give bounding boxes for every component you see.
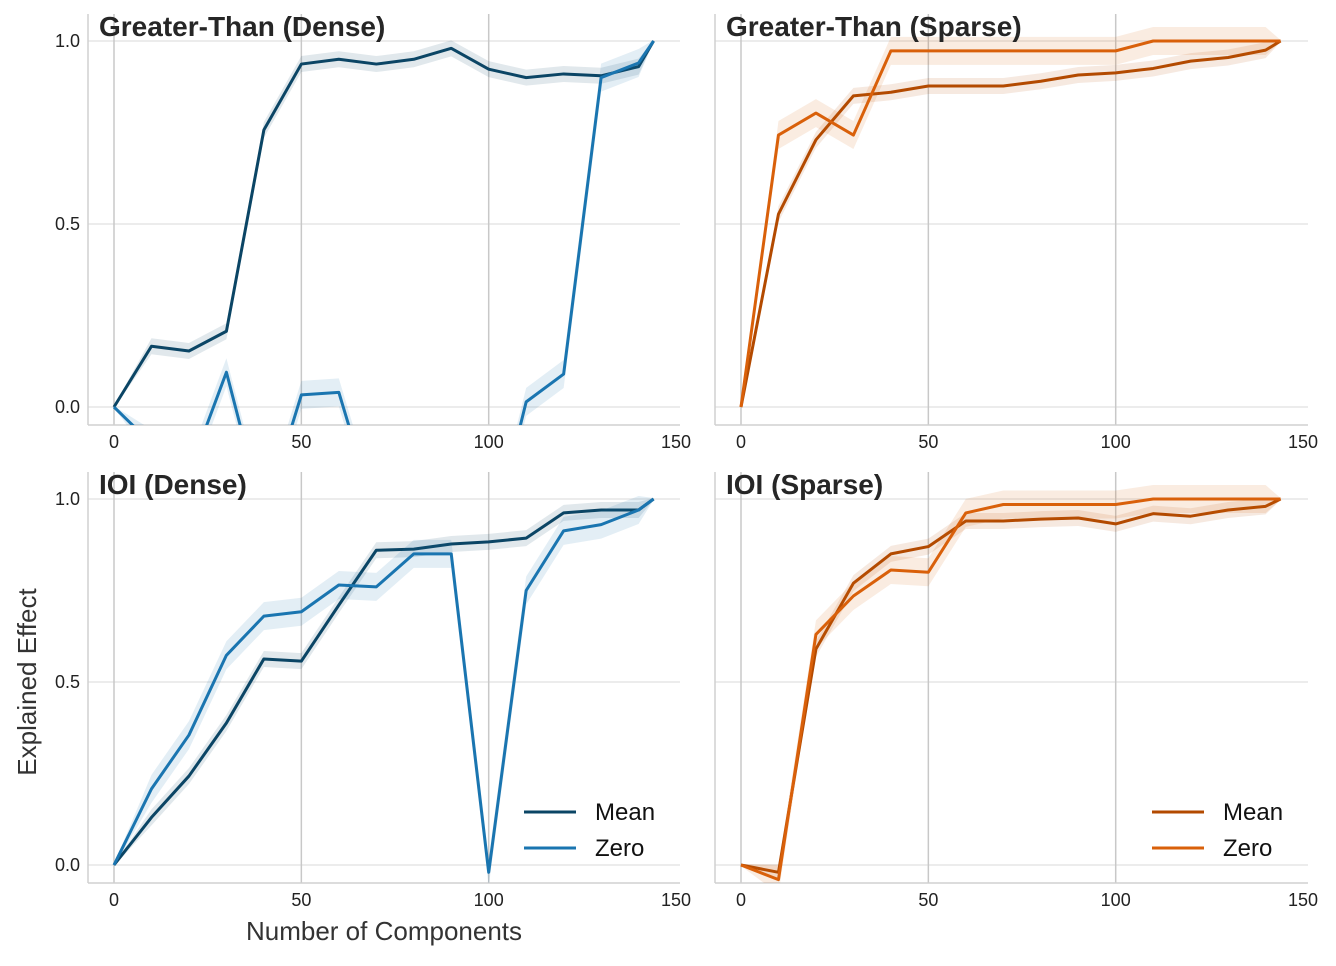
subplot-3: 0 50 100 150 IOI (Sparse) Mean Zero	[715, 469, 1318, 910]
x-tick-label: 0	[109, 890, 119, 910]
subplot-1: 0 50 100 150 Greater-Than (Sparse)	[715, 11, 1318, 452]
x-tick-label: 150	[661, 432, 691, 452]
x-tick-label: 100	[474, 890, 504, 910]
series-line-mean	[741, 499, 1281, 872]
y-tick-label: 0.0	[55, 397, 80, 417]
plot-area	[741, 485, 1281, 894]
plot-area	[741, 27, 1281, 408]
subplot-title: IOI (Sparse)	[726, 469, 883, 500]
x-tick-label: 100	[1101, 432, 1131, 452]
x-tick-label: 150	[1288, 890, 1318, 910]
subplot-title: Greater-Than (Dense)	[99, 11, 385, 42]
y-axis-label: Explained Effect	[12, 588, 42, 776]
legend: Mean Zero	[1152, 799, 1283, 862]
legend-label: Mean	[1223, 799, 1283, 826]
y-tick-label: 0.5	[55, 214, 80, 234]
x-tick-label: 50	[918, 890, 938, 910]
x-tick-label: 100	[1101, 890, 1131, 910]
legend-label: Mean	[595, 799, 655, 826]
x-tick-label: 0	[736, 432, 746, 452]
legend: Mean Zero	[524, 799, 655, 862]
y-tick-label: 0.0	[55, 855, 80, 875]
subplot-title: Greater-Than (Sparse)	[726, 11, 1022, 42]
x-tick-label: 50	[918, 432, 938, 452]
x-tick-label: 0	[736, 890, 746, 910]
subplot-2: 0 50 100 150 0.0 0.5 1.0 IOI (Dense) Mean Zero	[55, 469, 691, 910]
x-tick-label: 0	[109, 432, 119, 452]
plot-area	[114, 496, 654, 886]
series-line-zero	[741, 499, 1281, 880]
x-tick-label: 100	[474, 432, 504, 452]
x-tick-label: 150	[661, 890, 691, 910]
confidence-band-zero	[741, 485, 1281, 894]
y-tick-label: 1.0	[55, 489, 80, 509]
legend-label: Zero	[595, 835, 644, 862]
confidence-band-mean	[741, 498, 1281, 880]
legend-label: Zero	[1223, 835, 1272, 862]
x-axis-label: Number of Components	[246, 916, 522, 946]
y-tick-label: 1.0	[55, 31, 80, 51]
x-tick-label: 50	[291, 890, 311, 910]
x-tick-label: 150	[1288, 432, 1318, 452]
x-tick-label: 50	[291, 432, 311, 452]
subplot-title: IOI (Dense)	[99, 469, 247, 500]
y-tick-label: 0.5	[55, 672, 80, 692]
